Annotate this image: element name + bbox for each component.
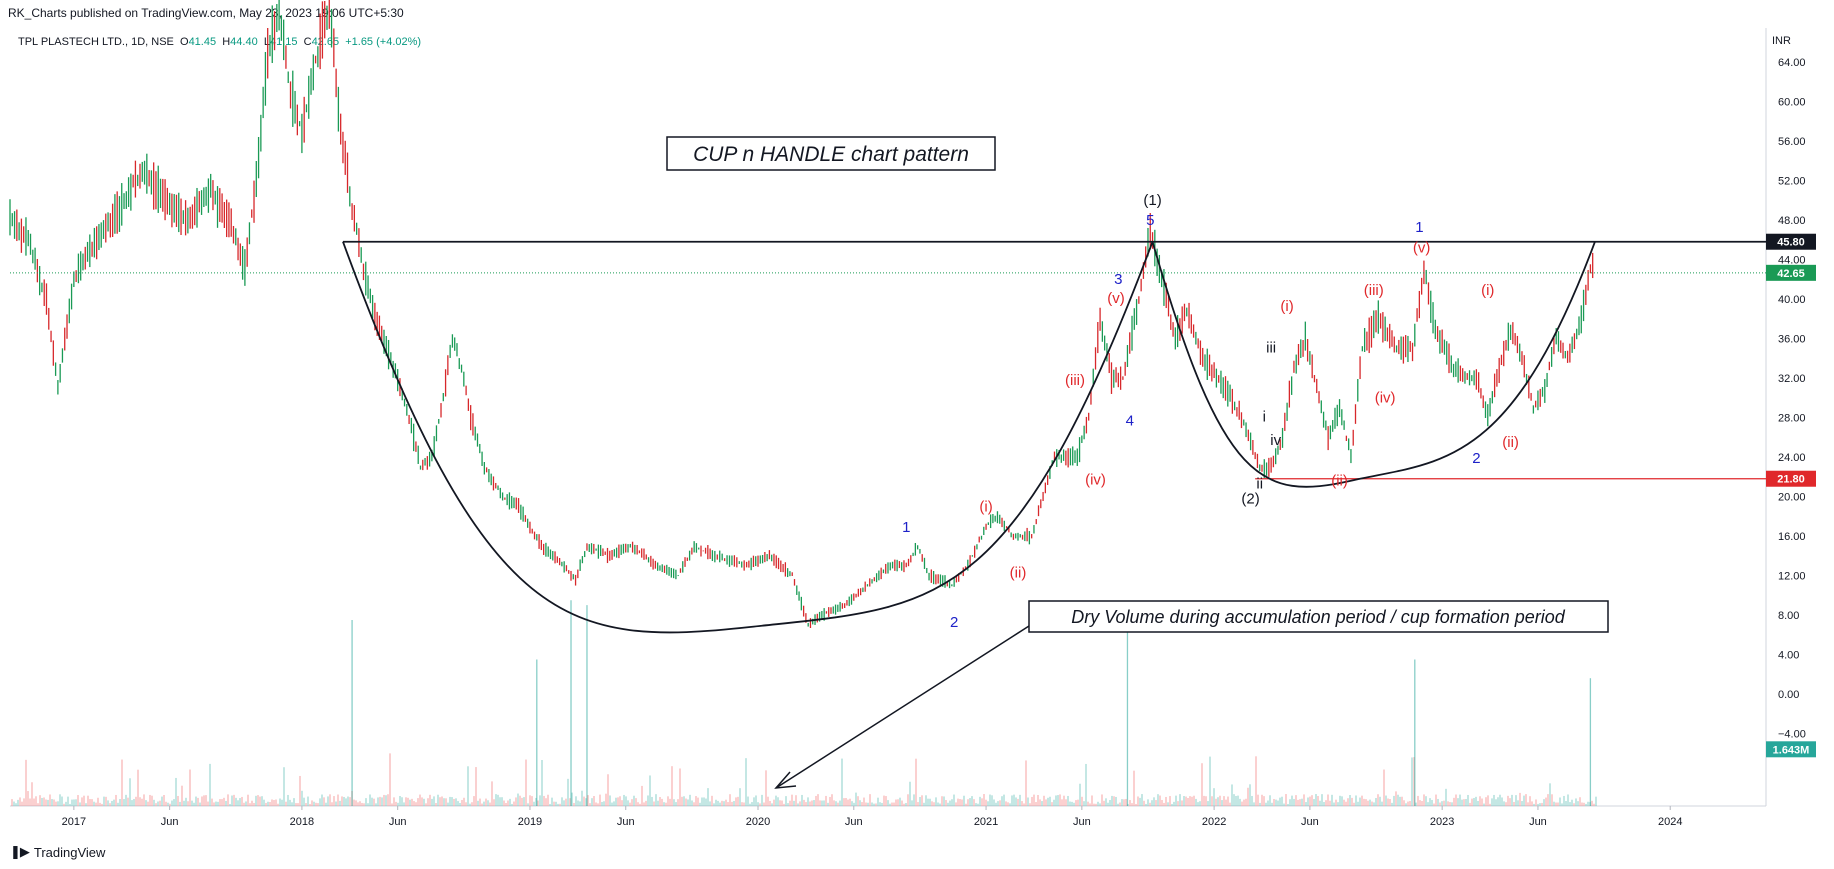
wave-label: i xyxy=(1263,408,1266,425)
x-tick-label: 2022 xyxy=(1202,816,1226,828)
wave-label: (iv) xyxy=(1085,472,1106,489)
wave-label: iii xyxy=(1266,339,1276,356)
x-tick-label: Jun xyxy=(1301,816,1319,828)
x-tick-label: Jun xyxy=(389,816,407,828)
wave-label: 2 xyxy=(950,614,958,631)
y-tick-label: 32.00 xyxy=(1778,373,1806,385)
tradingview-brand[interactable]: ❚▶ TradingView xyxy=(10,844,105,860)
wave-label: (ii) xyxy=(1502,434,1519,451)
low-label: L xyxy=(263,36,270,48)
last-price-tag: 42.65 xyxy=(1777,268,1805,280)
wave-label: 3 xyxy=(1114,271,1122,288)
wave-label: ii xyxy=(1256,476,1263,493)
wave-label: 1 xyxy=(902,519,910,536)
open-label: O xyxy=(180,36,189,48)
change-value: +1.65 (+4.02%) xyxy=(345,36,422,48)
y-tick-label: 48.00 xyxy=(1778,215,1806,227)
wave-label: (i) xyxy=(1280,298,1293,315)
wave-label: (iii) xyxy=(1364,282,1384,299)
x-tick-label: 2018 xyxy=(290,816,314,828)
title-callout-text: CUP n HANDLE chart pattern xyxy=(693,143,969,166)
publisher-line: RK_Charts published on TradingView.com, … xyxy=(8,6,404,20)
x-tick-label: 2024 xyxy=(1658,816,1682,828)
x-tick-label: Jun xyxy=(161,816,179,828)
y-tick-label: 20.00 xyxy=(1778,492,1806,504)
wave-label: (2) xyxy=(1241,490,1259,507)
x-tick-label: 2019 xyxy=(518,816,542,828)
support-tag-bg xyxy=(1766,470,1816,487)
handle-curve xyxy=(1151,241,1596,488)
close-label: C xyxy=(303,36,312,48)
wave-label: (i) xyxy=(979,498,992,515)
wave-label: 5 xyxy=(1146,212,1154,229)
pattern-drawings: 45.80 42.65 21.80 1.643M xyxy=(10,233,1816,758)
volume-arrow xyxy=(775,625,1030,789)
y-tick-label: 52.00 xyxy=(1778,176,1806,188)
wave-label: 1 xyxy=(1415,219,1423,236)
y-tick-label: 56.00 xyxy=(1778,136,1806,148)
wave-label: (1) xyxy=(1143,192,1161,209)
wave-label: (iv) xyxy=(1375,390,1396,407)
x-tick-label: Jun xyxy=(1073,816,1091,828)
y-tick-label: 28.00 xyxy=(1778,413,1806,425)
wave-label: (v) xyxy=(1413,240,1431,257)
wave-label: (ii) xyxy=(1331,473,1348,490)
volume-callout[interactable]: Dry Volume during accumulation period / … xyxy=(774,600,1609,789)
resistance-tag: 45.80 xyxy=(1777,237,1805,249)
x-tick-label: Jun xyxy=(617,816,635,828)
close-value: 42.65 xyxy=(311,36,340,48)
symbol-legend: TPL PLASTECH LTD., 1D, NSE O41.45 H44.40… xyxy=(18,36,421,48)
y-tick-label: 24.00 xyxy=(1778,452,1806,464)
wave-label: 2 xyxy=(1472,450,1480,467)
wave-label: (ii) xyxy=(1010,564,1027,581)
y-tick-label: 40.00 xyxy=(1778,294,1806,306)
symbol-name: TPL PLASTECH LTD., 1D, NSE xyxy=(18,36,174,48)
wave-label: iv xyxy=(1270,432,1281,449)
wave-labels: (1)53(v)(iii)4(iv)(i)(ii)12(2)iiiiviii(i… xyxy=(902,192,1519,631)
resistance-tag-bg xyxy=(1766,233,1816,250)
price-series xyxy=(9,0,1594,628)
currency-label: INR xyxy=(1772,35,1791,47)
tradingview-logo-icon: ❚▶ xyxy=(10,844,30,859)
last-price-tag-bg xyxy=(1766,264,1816,281)
y-tick-label: 36.00 xyxy=(1778,334,1806,346)
wave-label: (iii) xyxy=(1065,372,1085,389)
wave-label: (v) xyxy=(1107,290,1125,307)
volume-tag: 1.643M xyxy=(1773,744,1810,756)
y-tick-label: 60.00 xyxy=(1778,97,1806,109)
y-tick-label: 44.00 xyxy=(1778,255,1806,267)
x-tick-label: Jun xyxy=(1529,816,1547,828)
cup-curve xyxy=(342,241,1154,634)
x-tick-label: 2017 xyxy=(62,816,86,828)
high-label: H xyxy=(222,36,231,48)
volume-arrow-head xyxy=(774,771,797,789)
open-value: 41.45 xyxy=(188,36,217,48)
y-tick-label: 16.00 xyxy=(1778,531,1806,543)
volume-bars xyxy=(11,600,1597,806)
chart-frame xyxy=(10,28,1767,807)
axes: INR64.0060.0056.0052.0048.0044.0040.0036… xyxy=(62,35,1806,828)
y-tick-label: 0.00 xyxy=(1778,689,1799,701)
x-tick-label: 2023 xyxy=(1430,816,1454,828)
y-tick-label: 8.00 xyxy=(1778,610,1799,622)
brand-name: TradingView xyxy=(33,844,106,860)
high-value: 44.40 xyxy=(230,36,258,48)
volume-callout-text: Dry Volume during accumulation period / … xyxy=(1071,607,1566,627)
volume-tag-bg xyxy=(1766,741,1816,758)
wave-label: 4 xyxy=(1126,412,1134,429)
y-tick-label: −4.00 xyxy=(1778,729,1806,741)
x-tick-label: 2020 xyxy=(746,816,770,828)
support-tag: 21.80 xyxy=(1777,474,1805,486)
y-tick-label: 12.00 xyxy=(1778,571,1806,583)
wave-label: (i) xyxy=(1481,282,1494,299)
x-tick-label: 2021 xyxy=(974,816,998,828)
y-tick-label: 4.00 xyxy=(1778,650,1799,662)
x-tick-label: Jun xyxy=(845,816,863,828)
title-callout[interactable]: CUP n HANDLE chart pattern xyxy=(666,136,996,171)
y-tick-label: 64.00 xyxy=(1778,57,1806,69)
